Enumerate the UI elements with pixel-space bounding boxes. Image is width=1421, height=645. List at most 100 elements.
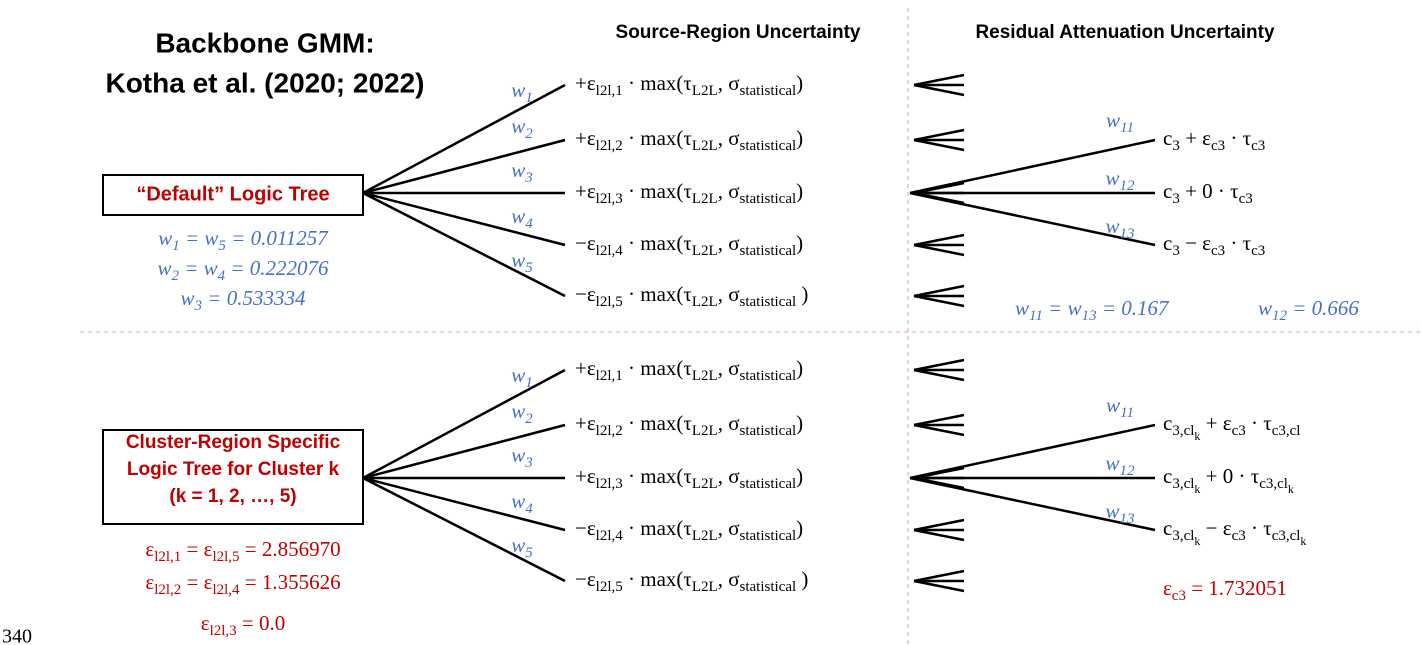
formula-text: w — [511, 489, 525, 513]
formula-subscript: l2l,5 — [212, 549, 239, 565]
attenuation-line — [909, 138, 1156, 195]
formula-text: w — [1015, 296, 1029, 320]
formula-subscript: c3 — [1211, 138, 1225, 154]
formula-text: = 1.732051 — [1186, 576, 1287, 600]
formula-text: = w — [179, 256, 218, 280]
formula-subscript: 2 — [525, 126, 533, 142]
formula-text: = 0.533334 — [202, 286, 306, 310]
branch-arrow — [913, 528, 965, 542]
formula-text: ) — [796, 356, 803, 380]
formula-subscript: c3 — [1232, 528, 1246, 544]
branch-formula: −εl2l,5​ · max(τL2L​, σstatistical​ ) — [575, 567, 808, 596]
formula-subscript: l2l,2 — [154, 582, 181, 598]
formula-subscript: l2l,1 — [154, 549, 181, 565]
formula-text: , σ — [718, 71, 740, 95]
formula-text: ) — [796, 464, 803, 488]
formula-subscript: 4 — [525, 216, 533, 232]
formula-subscript: L2L — [692, 579, 718, 595]
attenuation-weight: w13​ — [1105, 214, 1134, 243]
formula-subscript: 12 — [1272, 308, 1288, 324]
branch-line — [362, 476, 566, 583]
formula-text: +ε — [575, 71, 596, 95]
branch-arrow — [913, 73, 965, 87]
formula-text: w — [1106, 393, 1120, 417]
formula-text: w — [1106, 108, 1120, 132]
branch-line — [362, 423, 566, 480]
formula-subscript: k — [1300, 534, 1306, 548]
formula-text: w — [511, 399, 525, 423]
formula-subscript: l2l,1 — [596, 83, 623, 99]
formula-subscript: statistical — [740, 368, 797, 384]
page-number: 340 — [2, 626, 32, 645]
formula-subscript: statistical — [740, 423, 797, 439]
formula-subscript: l2l,5 — [596, 294, 623, 310]
formula-text: − ε — [1200, 516, 1231, 540]
formula-subscript: statistical — [740, 528, 797, 544]
formula-text: = 0.0 — [237, 611, 286, 635]
formula-text: c — [1163, 126, 1172, 150]
attenuation-note: w11​ = w13​ = 0.167 — [1015, 296, 1170, 325]
formula-text: +ε — [575, 126, 596, 150]
formula-subscript: 2 — [171, 268, 179, 284]
branch-weight: w4​ — [511, 489, 533, 518]
formula-text: , σ — [718, 179, 740, 203]
formula-subscript: 4 — [525, 501, 533, 517]
formula-text: w — [511, 114, 525, 138]
formula-text: w — [1258, 296, 1272, 320]
attenuation-formula: c3,clk​ + εc3​ · τc3,cl​ — [1163, 411, 1300, 443]
formula-text: ) — [796, 231, 803, 255]
formula-subscript: l2l,4 — [596, 243, 624, 259]
formula-text: = 0.222076 — [225, 256, 329, 280]
formula-subscript: 3,cl — [1172, 423, 1194, 439]
formula-text: ε — [1163, 576, 1172, 600]
formula-text: , σ — [718, 126, 740, 150]
formula-subscript: l2l,2 — [596, 138, 623, 154]
box-label: Logic Tree for Cluster k — [127, 459, 340, 480]
formula-subscript: statistical — [740, 476, 797, 492]
formula-subscript: c3,cl — [1272, 528, 1301, 544]
formula-subscript: 13 — [1082, 308, 1097, 324]
formula-subscript: 3 — [1172, 191, 1180, 207]
formula-subscript: l2l,5 — [596, 579, 623, 595]
weight-line: w3​ = 0.533334 — [181, 286, 306, 315]
logic-tree-box — [102, 174, 364, 216]
formula-text: +ε — [575, 356, 596, 380]
formula-text: , σ — [718, 231, 740, 255]
formula-text: , σ — [718, 516, 740, 540]
weight-line: w2​ = w4​ = 0.222076 — [157, 256, 329, 285]
formula-text: −ε — [575, 516, 596, 540]
branch-arrow — [913, 518, 965, 532]
formula-text: − ε — [1180, 231, 1211, 255]
formula-text: −ε — [575, 231, 596, 255]
logic-tree-box — [102, 429, 364, 525]
formula-subscript: statistical — [740, 138, 797, 154]
formula-text: = 0.167 — [1097, 296, 1170, 320]
formula-text: = ε — [181, 570, 212, 594]
formula-text: w — [157, 256, 171, 280]
formula-text: c — [1163, 179, 1172, 203]
formula-text: = w — [1043, 296, 1082, 320]
formula-subscript: k — [1194, 534, 1200, 548]
formula-text: · max(τ — [623, 231, 692, 255]
formula-text: c — [1163, 231, 1172, 255]
box-label: Cluster-Region Specific — [126, 432, 341, 453]
weight-line: εl2l,3​ = 0.0 — [201, 611, 286, 640]
formula-subscript: L2L — [692, 138, 718, 154]
branch-arrow — [913, 138, 965, 152]
formula-text: · max(τ — [623, 567, 692, 591]
formula-text: · τ — [1225, 126, 1251, 150]
branch-weight: w5​ — [511, 533, 533, 562]
formula-text: ε — [145, 537, 154, 561]
branch-weight: w5​ — [511, 248, 533, 277]
formula-text: = w — [180, 226, 219, 250]
formula-text: c — [1163, 464, 1172, 488]
branch-arrow — [913, 233, 965, 247]
formula-text: ) — [796, 516, 803, 540]
branch-formula: +εl2l,3​ · max(τL2L​, σstatistical​) — [575, 464, 803, 493]
attenuation-note: εc3​ = 1.732051 — [1163, 576, 1287, 605]
formula-subscript: k — [1194, 429, 1200, 443]
formula-subscript: c3 — [1239, 191, 1253, 207]
branch-line — [362, 476, 566, 532]
formula-text: ) — [796, 71, 803, 95]
formula-subscript: 1 — [525, 90, 533, 106]
